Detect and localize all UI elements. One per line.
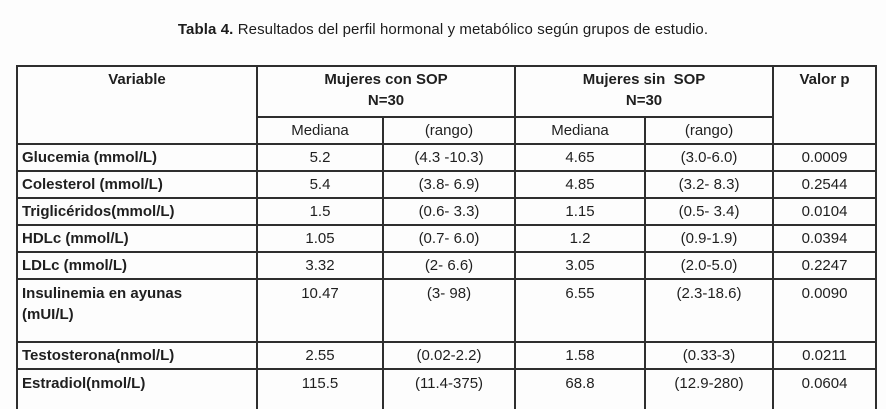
col-header-no-sop-mediana: Mediana xyxy=(514,116,646,145)
header-row-sub: Mediana (rango) Mediana (rango) xyxy=(17,116,876,145)
no-sop-mediana-cell: 1.58 xyxy=(514,341,646,370)
col-header-variable: Variable xyxy=(16,65,258,145)
col-header-sop-mediana: Mediana xyxy=(256,116,384,145)
col-header-sop-rango: (rango) xyxy=(382,116,516,145)
no-sop-rango-cell: (2.3-18.6) xyxy=(643,278,775,343)
table-caption: Tabla 4. Resultados del perfil hormonal … xyxy=(0,21,886,38)
no-sop-mediana-cell: 68.8 xyxy=(514,368,646,409)
table-row-testosterona: Testosterona(nmol/L) 2.55 (0.02-2.2) 1.5… xyxy=(16,341,878,370)
table-row-estradiol: Estradiol(nmol/L) 115.5 (11.4-375) 68.8 … xyxy=(16,368,878,409)
no-sop-rango-cell: (0.9-1.9) xyxy=(643,224,775,253)
table-row-trigliceridos: Triglicéridos(mmol/L) 1.5 (0.6- 3.3) 1.1… xyxy=(16,197,878,226)
no-sop-rango-cell: (3.2- 8.3) xyxy=(643,170,775,199)
sop-mediana-cell: 5.4 xyxy=(256,170,384,199)
variable-cell: Glucemia (mmol/L) xyxy=(16,143,258,172)
sop-rango-cell: (3- 98) xyxy=(382,278,516,343)
no-sop-rango-cell: (2.0-5.0) xyxy=(643,251,775,280)
sop-mediana-cell: 115.5 xyxy=(256,368,384,409)
table-caption-label: Tabla 4. xyxy=(177,21,234,38)
no-sop-mediana-cell: 3.05 xyxy=(514,251,646,280)
sop-rango-cell: (0.6- 3.3) xyxy=(382,197,516,226)
variable-cell: Colesterol (mmol/L) xyxy=(16,170,258,199)
variable-cell: Estradiol(nmol/L) xyxy=(16,368,258,409)
valor-p-cell: 0.2247 xyxy=(772,251,878,280)
variable-cell: Insulinemia en ayunas (mUI/L) xyxy=(16,278,258,343)
sop-rango-cell: (0.02-2.2) xyxy=(382,341,516,370)
no-sop-rango-cell: (12.9-280) xyxy=(643,368,775,409)
sop-mediana-cell: 10.47 xyxy=(256,278,384,343)
table-caption-text: Resultados del perfil hormonal y metaból… xyxy=(233,21,709,38)
valor-p-cell: 0.0104 xyxy=(772,197,878,226)
variable-cell: LDLc (mmol/L) xyxy=(16,251,258,280)
sop-rango-cell: (4.3 -10.3) xyxy=(382,143,516,172)
col-header-no-sop-rango: (rango) xyxy=(643,116,775,145)
no-sop-rango-cell: (0.33-3) xyxy=(643,341,775,370)
sop-mediana-cell: 2.55 xyxy=(256,341,384,370)
no-sop-mediana-cell: 4.85 xyxy=(514,170,646,199)
sop-rango-cell: (3.8- 6.9) xyxy=(382,170,516,199)
valor-p-cell: 0.2544 xyxy=(772,170,878,199)
table-row-ldlc: LDLc (mmol/L) 3.32 (2- 6.6) 3.05 (2.0-5.… xyxy=(16,251,878,280)
no-sop-mediana-cell: 1.2 xyxy=(514,224,646,253)
sop-mediana-cell: 1.5 xyxy=(256,197,384,226)
col-header-group-sin-sop: Mujeres sin SOP N=30 xyxy=(513,65,775,118)
col-header-group-con-sop: Mujeres con SOP N=30 xyxy=(256,65,516,118)
table-row-hdlc: HDLc (mmol/L) 1.05 (0.7- 6.0) 1.2 (0.9-1… xyxy=(16,224,878,253)
variable-cell: Testosterona(nmol/L) xyxy=(16,341,258,370)
table-row-insulinemia: Insulinemia en ayunas (mUI/L) 10.47 (3- … xyxy=(16,278,878,343)
no-sop-mediana-cell: 4.65 xyxy=(514,143,646,172)
results-table: Variable Mujeres con SOP N=30 Mujeres si… xyxy=(16,65,878,409)
sop-rango-cell: (2- 6.6) xyxy=(382,251,516,280)
no-sop-rango-cell: (0.5- 3.4) xyxy=(643,197,775,226)
no-sop-mediana-cell: 6.55 xyxy=(514,278,646,343)
sop-mediana-cell: 3.32 xyxy=(256,251,384,280)
valor-p-cell: 0.0211 xyxy=(772,341,878,370)
table-row-colesterol: Colesterol (mmol/L) 5.4 (3.8- 6.9) 4.85 … xyxy=(16,170,878,199)
header-row-groups: Variable Mujeres con SOP N=30 Mujeres si… xyxy=(16,65,878,145)
sop-mediana-cell: 5.2 xyxy=(256,143,384,172)
table-row-glucemia: Glucemia (mmol/L) 5.2 (4.3 -10.3) 4.65 (… xyxy=(16,143,878,172)
sop-rango-cell: (11.4-375) xyxy=(382,368,516,409)
variable-cell: Triglicéridos(mmol/L) xyxy=(16,197,258,226)
sop-rango-cell: (0.7- 6.0) xyxy=(382,224,516,253)
no-sop-mediana-cell: 1.15 xyxy=(514,197,646,226)
valor-p-cell: 0.0394 xyxy=(772,224,878,253)
col-header-valor-p: Valor p xyxy=(772,65,878,145)
valor-p-cell: 0.0009 xyxy=(772,143,878,172)
no-sop-rango-cell: (3.0-6.0) xyxy=(643,143,775,172)
sop-mediana-cell: 1.05 xyxy=(256,224,384,253)
valor-p-cell: 0.0604 xyxy=(772,368,878,409)
variable-cell: HDLc (mmol/L) xyxy=(16,224,258,253)
valor-p-cell: 0.0090 xyxy=(772,278,878,343)
